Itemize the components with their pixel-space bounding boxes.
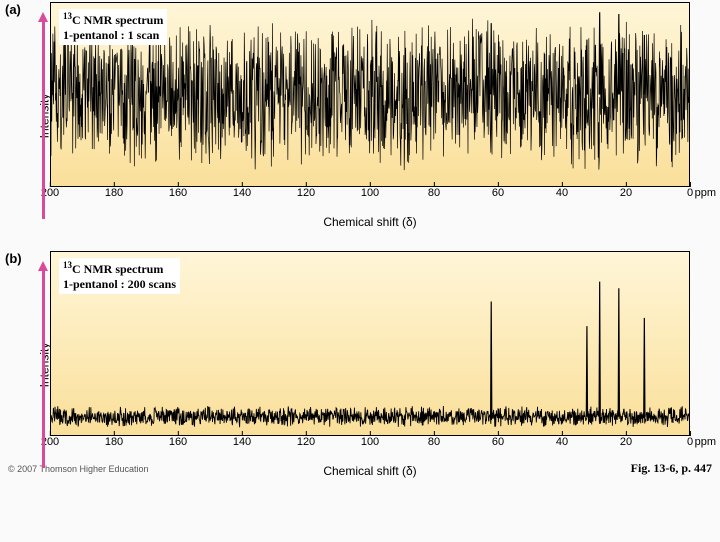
- panel-caption: 13C NMR spectrum1-pentanol : 200 scans: [59, 258, 180, 294]
- x-unit-label: ppm: [695, 436, 716, 448]
- x-axis-ticks: 200180160140120100806040200ppm: [50, 187, 690, 217]
- x-tick: 40: [556, 436, 568, 448]
- x-tick: 140: [233, 436, 251, 448]
- x-tick: 120: [297, 187, 315, 199]
- x-tick: 80: [428, 436, 440, 448]
- peak: [586, 326, 587, 417]
- peak: [491, 23, 492, 94]
- x-tick: 20: [620, 187, 632, 199]
- peak: [491, 301, 492, 416]
- x-tick: 20: [620, 436, 632, 448]
- panel-a: (a)Intensity13C NMR spectrum1-pentanol :…: [10, 2, 710, 229]
- plot-area: 13C NMR spectrum1-pentanol : 200 scans: [50, 251, 690, 436]
- x-tick: 140: [233, 187, 251, 199]
- x-tick: 100: [361, 436, 379, 448]
- x-tick: 100: [361, 187, 379, 199]
- x-tick: 120: [297, 436, 315, 448]
- peak: [586, 40, 587, 95]
- plot-wrap: Intensity13C NMR spectrum1-pentanol : 20…: [50, 251, 690, 478]
- x-tick: 0: [687, 187, 693, 199]
- x-tick: 160: [169, 436, 187, 448]
- intensity-arrow-icon: [42, 12, 45, 219]
- peak: [599, 12, 600, 94]
- panel-label: (a): [5, 2, 21, 17]
- x-tick: 180: [105, 187, 123, 199]
- noise-trace: [51, 406, 689, 427]
- panel-label: (b): [5, 251, 22, 266]
- peak: [644, 318, 645, 417]
- nmr-figure: (a) Intensity13C NMR spectrum1-pentanol :…: [0, 2, 720, 478]
- intensity-arrow-icon: [42, 261, 45, 468]
- x-axis-label: Chemical shift (δ): [50, 215, 690, 229]
- x-axis-ticks: 200180160140120100806040200ppm: [50, 436, 690, 466]
- panel-caption: 13C NMR spectrum1-pentanol : 1 scan: [59, 9, 167, 45]
- x-unit-label: ppm: [695, 187, 716, 199]
- panel-b: (b)Intensity13C NMR spectrum1-pentanol :…: [10, 251, 710, 478]
- plot-wrap: Intensity13C NMR spectrum1-pentanol : 1 …: [50, 2, 690, 229]
- x-tick: 60: [492, 436, 504, 448]
- x-tick: 160: [169, 187, 187, 199]
- x-tick: 180: [105, 436, 123, 448]
- peak: [644, 35, 645, 94]
- plot-area: 13C NMR spectrum1-pentanol : 1 scan: [50, 2, 690, 187]
- copyright-text: © 2007 Thomson Higher Education: [8, 464, 149, 474]
- peak: [599, 282, 600, 417]
- peak: [618, 14, 619, 95]
- x-tick: 80: [428, 187, 440, 199]
- x-tick: 60: [492, 187, 504, 199]
- x-tick: 40: [556, 187, 568, 199]
- peak: [618, 288, 619, 416]
- figure-number: Fig. 13-6, p. 447: [631, 461, 712, 476]
- x-tick: 0: [687, 436, 693, 448]
